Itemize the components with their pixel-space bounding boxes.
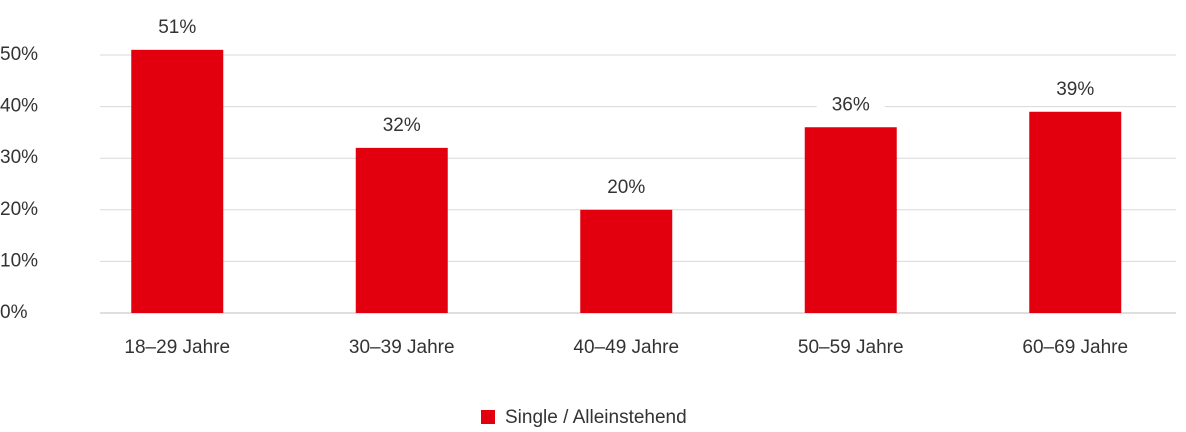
- bar: [355, 147, 448, 313]
- data-label: 32%: [383, 115, 421, 136]
- label-background: [592, 174, 661, 201]
- x-tick-label: 40–49 Jahre: [573, 337, 679, 358]
- y-tick-label: 10%: [0, 250, 38, 271]
- bar: [131, 49, 224, 314]
- data-label: 20%: [607, 177, 645, 198]
- legend-swatch: [481, 410, 495, 424]
- x-tick-label: 60–69 Jahre: [1022, 337, 1128, 358]
- x-tick-label: 50–59 Jahre: [798, 337, 904, 358]
- y-tick-label: 40%: [0, 96, 38, 117]
- bar: [1029, 111, 1122, 313]
- legend-label: Single / Alleinstehend: [505, 407, 687, 428]
- label-background: [816, 92, 885, 119]
- y-tick-label: 0%: [0, 302, 28, 323]
- x-tick-label: 18–29 Jahre: [124, 337, 230, 358]
- bar: [804, 127, 897, 314]
- bar: [580, 209, 673, 313]
- label-background: [143, 14, 212, 41]
- label-background: [367, 112, 436, 139]
- data-label: 39%: [1056, 79, 1094, 100]
- x-tick-label: 30–39 Jahre: [349, 337, 455, 358]
- y-tick-label: 30%: [0, 147, 38, 168]
- data-label: 36%: [832, 94, 870, 115]
- y-tick-label: 50%: [0, 44, 38, 65]
- y-tick-label: 20%: [0, 199, 38, 220]
- label-background: [1041, 76, 1110, 103]
- data-label: 51%: [158, 17, 196, 38]
